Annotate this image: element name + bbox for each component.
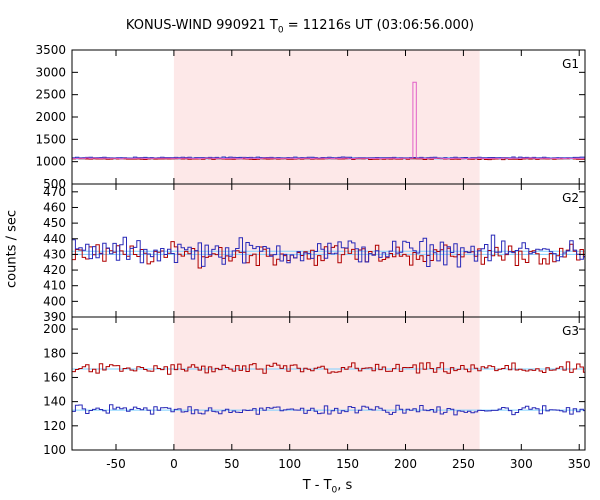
panel-frame-g3 <box>71 316 586 451</box>
y-tick-label-g3-200: 200 <box>43 322 66 336</box>
panel-label-g1: G1 <box>562 57 579 71</box>
y-tick-label-g1-2000: 2000 <box>35 110 66 124</box>
y-tick-label-g1-3500: 3500 <box>35 43 66 57</box>
x-axis-label: T - T0, s <box>303 478 353 496</box>
chart-title: KONUS-WIND 990921 T0 = 11216s UT (03:06:… <box>0 18 600 36</box>
x-tick-label-0: 0 <box>170 457 178 471</box>
x-axis-label-prefix: T - T <box>302 478 332 493</box>
y-tick-label-g1-1000: 1000 <box>35 155 66 169</box>
series-g1-2 <box>72 81 585 160</box>
y-tick-label-g2-470: 470 <box>43 185 66 199</box>
panel-label-g2: G2 <box>562 191 579 205</box>
y-tick-label-g2-430: 430 <box>43 247 66 261</box>
shaded-interval <box>173 50 480 450</box>
y-tick-label-g3-180: 180 <box>43 346 66 360</box>
series-g2-1 <box>72 234 585 268</box>
x-axis-label-suffix: , s <box>337 478 353 493</box>
panel-label-g3: G3 <box>562 324 579 338</box>
y-tick-label-g2-460: 460 <box>43 200 66 214</box>
x-tick-label-100: 100 <box>278 457 301 471</box>
y-tick-label-g3-160: 160 <box>43 370 66 384</box>
chart-title-sub: 0 <box>277 25 284 36</box>
y-tick-label-g3-120: 120 <box>43 419 66 433</box>
chart-title-suffix: = 11216s UT (03:06:56.000) <box>283 18 475 33</box>
y-tick-label-g2-390: 390 <box>43 310 66 324</box>
y-tick-label-g1-3000: 3000 <box>35 65 66 79</box>
y-tick-label-g2-400: 400 <box>43 294 66 308</box>
y-tick-label-g2-410: 410 <box>43 279 66 293</box>
chart-title-prefix: KONUS-WIND 990921 T <box>125 18 278 33</box>
series-g2-0 <box>72 241 585 269</box>
x-tick-label-250: 250 <box>452 457 475 471</box>
y-tick-label-g1-1500: 1500 <box>35 132 66 146</box>
x-tick-label-50: 50 <box>224 457 239 471</box>
x-tick-label-200: 200 <box>394 457 417 471</box>
y-tick-label-g1-2500: 2500 <box>35 88 66 102</box>
series-g3-0 <box>72 361 585 375</box>
x-tick-label-150: 150 <box>336 457 359 471</box>
x-tick-label-300: 300 <box>510 457 533 471</box>
x-axis-label-sub: 0 <box>331 485 338 496</box>
y-tick-label-g3-100: 100 <box>43 443 66 457</box>
x-tick-label--50: -50 <box>106 457 126 471</box>
y-tick-label-g2-420: 420 <box>43 263 66 277</box>
x-tick-label-350: 350 <box>568 457 591 471</box>
y-tick-label-g3-140: 140 <box>43 395 66 409</box>
y-axis-label: counts / sec <box>4 209 20 289</box>
x-axis-label-wrap: T - T0, s <box>0 478 600 496</box>
y-tick-label-g2-440: 440 <box>43 232 66 246</box>
y-tick-label-g1-500: 500 <box>43 177 66 191</box>
y-tick-label-g2-450: 450 <box>43 216 66 230</box>
series-g3-1 <box>72 404 585 416</box>
